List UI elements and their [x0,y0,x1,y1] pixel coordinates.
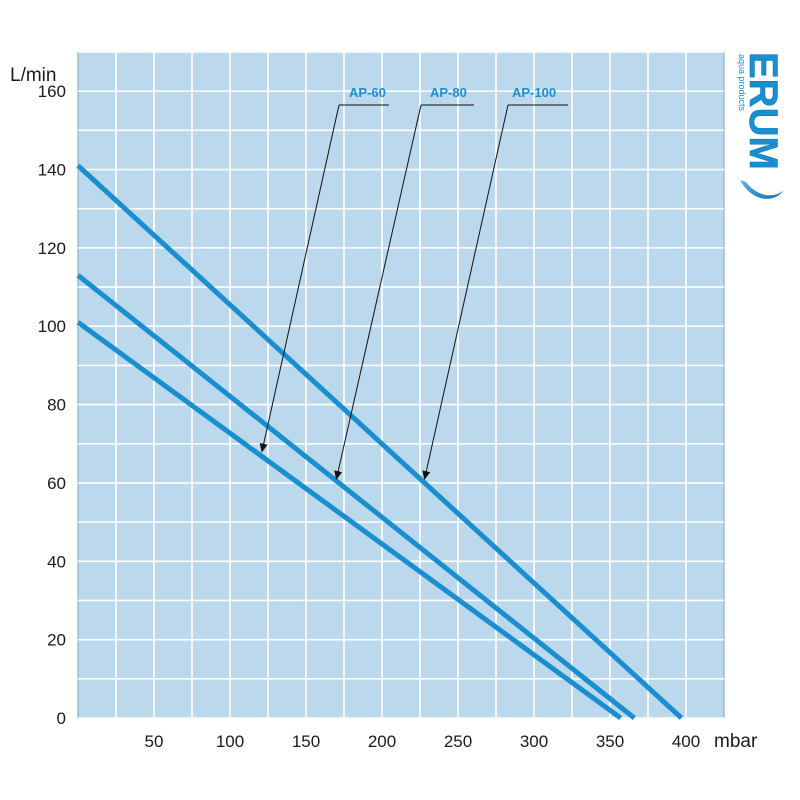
series-lines [76,163,684,721]
series-callouts: AP-60 AP-80 AP-100 [259,85,568,480]
y-tick-label: 60 [47,474,66,493]
y-tick-label: 0 [57,709,66,728]
x-tick-label: 350 [596,732,624,751]
x-tick-label: 200 [368,732,396,751]
callout-arrow [259,104,340,453]
series-line-ap-80 [76,273,636,720]
plot-area [77,51,725,719]
x-tick-label: 50 [145,732,164,751]
series-label-ap-60: AP-60 [349,85,386,100]
grid [78,51,724,719]
series-line-ap-60 [76,320,623,721]
series-label-ap-80: AP-80 [430,85,467,100]
logo-brand: ERUM [741,52,785,170]
callout-arrow [334,104,422,480]
x-tick-label: 250 [444,732,472,751]
y-tick-label: 20 [47,631,66,650]
x-axis-label: mbar [714,731,758,752]
y-tick-label: 160 [38,82,66,101]
x-tick-label: 400 [672,732,700,751]
logo-swoosh-icon [740,180,784,199]
y-tick-label: 80 [47,396,66,415]
x-tick-label: 300 [520,732,548,751]
series-label-ap-100: AP-100 [512,85,556,100]
x-tick-label: 150 [292,732,320,751]
logo-tagline: aqua products [737,54,747,112]
x-tick-label: 100 [216,732,244,751]
y-tick-label: 120 [38,239,66,258]
axis-ticks: 0 20 40 60 80 100 120 140 160 50 100 150 200 250 300 35… [38,82,701,751]
y-axis-label: L/min [10,65,56,86]
y-tick-label: 100 [38,317,66,336]
y-tick-label: 140 [38,161,66,180]
series-line-ap-100 [76,163,684,720]
erum-logo: ERUM aqua products [737,52,785,199]
callout-arrow [422,104,509,480]
y-tick-label: 40 [47,552,66,571]
